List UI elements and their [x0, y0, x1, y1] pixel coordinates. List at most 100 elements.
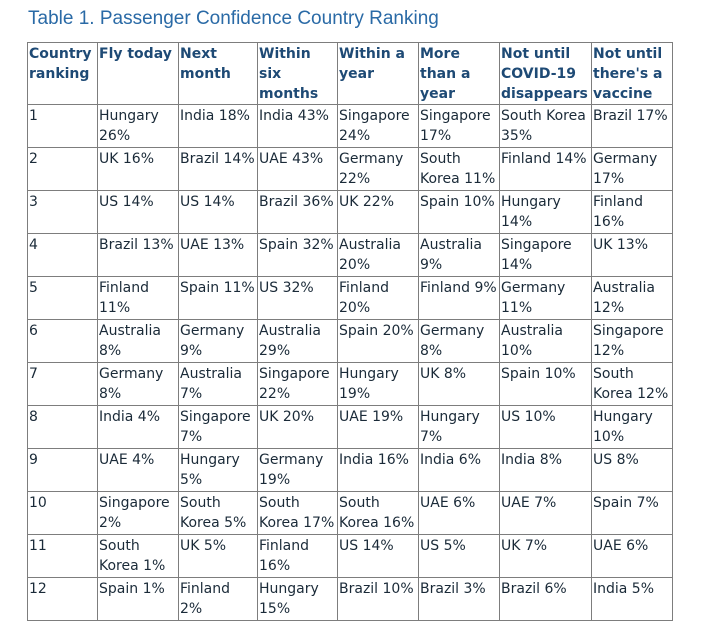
table-cell: India 43% [257, 104, 338, 148]
table-cell: US 8% [591, 448, 673, 492]
table-cell: US 14% [337, 534, 419, 578]
table-cell: US 5% [418, 534, 500, 578]
rank-cell: 5 [27, 276, 98, 320]
header-next-month: Next month [178, 42, 258, 105]
header-row: Country ranking Fly today Next month Wit… [27, 42, 673, 105]
table-cell: India 18% [178, 104, 258, 148]
table-cell: UK 13% [591, 233, 673, 277]
table-cell: Singapore 14% [499, 233, 592, 277]
table-cell: Brazil 6% [499, 577, 592, 621]
rank-cell: 8 [27, 405, 98, 449]
table-cell: Brazil 13% [97, 233, 179, 277]
table-cell: UAE 19% [337, 405, 419, 449]
table-cell: Australia 7% [178, 362, 258, 406]
table-cell: UK 5% [178, 534, 258, 578]
table-cell: Singapore 7% [178, 405, 258, 449]
header-within-six-months: Within six months [257, 42, 338, 105]
table-cell: Finland 14% [499, 147, 592, 191]
table-cell: India 5% [591, 577, 673, 621]
table-cell: Hungary 10% [591, 405, 673, 449]
table-cell: Singapore 22% [257, 362, 338, 406]
header-more-than-a-year: More than a year [418, 42, 500, 105]
table-cell: Hungary 26% [97, 104, 179, 148]
table-row: 9 UAE 4% Hungary 5% Germany 19% India 16% Ind… [27, 448, 673, 492]
table-cell: Australia 8% [97, 319, 179, 363]
table-row: 8 India 4% Singapore 7% UK 20% UAE 19% Hungar… [27, 405, 673, 449]
table-cell: Finland 16% [591, 190, 673, 234]
rank-cell: 3 [27, 190, 98, 234]
rank-cell: 1 [27, 104, 98, 148]
table-cell: Singapore 12% [591, 319, 673, 363]
table-cell: Brazil 17% [591, 104, 673, 148]
table-cell: Finland 16% [257, 534, 338, 578]
table-cell: South Korea 17% [257, 491, 338, 535]
table-cell: Finland 20% [337, 276, 419, 320]
table-cell: Australia 20% [337, 233, 419, 277]
table-cell: UAE 6% [418, 491, 500, 535]
table-cell: India 6% [418, 448, 500, 492]
table-cell: US 14% [178, 190, 258, 234]
table-cell: Hungary 7% [418, 405, 500, 449]
table-cell: Germany 9% [178, 319, 258, 363]
rank-cell: 11 [27, 534, 98, 578]
table-body: 1 Hungary 26% India 18% India 43% Singapore … [27, 104, 673, 621]
table-cell: Germany 22% [337, 147, 419, 191]
table-cell: Australia 9% [418, 233, 500, 277]
table-cell: Germany 17% [591, 147, 673, 191]
table-row: 1 Hungary 26% India 18% India 43% Singapore … [27, 104, 673, 148]
rank-cell: 12 [27, 577, 98, 621]
table-row: 3 US 14% US 14% Brazil 36% UK 22% Spain 10% Hu… [27, 190, 673, 234]
table-cell: UAE 7% [499, 491, 592, 535]
rank-cell: 9 [27, 448, 98, 492]
table-cell: US 10% [499, 405, 592, 449]
table-cell: India 16% [337, 448, 419, 492]
table-row: 7 Germany 8% Australia 7% Singapore 22% Hung… [27, 362, 673, 406]
table-cell: UK 7% [499, 534, 592, 578]
table-cell: UK 20% [257, 405, 338, 449]
header-within-a-year: Within a year [337, 42, 419, 105]
table-cell: Singapore 17% [418, 104, 500, 148]
table-cell: Germany 8% [97, 362, 179, 406]
header-not-until-covid-disappears: Not until COVID-19 disappears [499, 42, 592, 105]
table-cell: US 32% [257, 276, 338, 320]
table-cell: Australia 12% [591, 276, 673, 320]
table-cell: Spain 10% [418, 190, 500, 234]
table-cell: Finland 2% [178, 577, 258, 621]
table-cell: Spain 10% [499, 362, 592, 406]
table-cell: UAE 43% [257, 147, 338, 191]
table-cell: Finland 9% [418, 276, 500, 320]
table-cell: UK 8% [418, 362, 500, 406]
table-cell: Singapore 2% [97, 491, 179, 535]
table-row: 2 UK 16% Brazil 14% UAE 43% Germany 22% South… [27, 147, 673, 191]
table-cell: South Korea 35% [499, 104, 592, 148]
table-cell: Australia 10% [499, 319, 592, 363]
table-cell: South Korea 1% [97, 534, 179, 578]
table-cell: Brazil 10% [337, 577, 419, 621]
table-cell: Hungary 5% [178, 448, 258, 492]
table-row: 12 Spain 1% Finland 2% Hungary 15% Brazil 10… [27, 577, 673, 621]
rank-cell: 4 [27, 233, 98, 277]
table-cell: Brazil 14% [178, 147, 258, 191]
table-cell: Spain 7% [591, 491, 673, 535]
table-cell: Germany 11% [499, 276, 592, 320]
rank-cell: 2 [27, 147, 98, 191]
table-cell: Spain 32% [257, 233, 338, 277]
header-country-ranking: Country ranking [27, 42, 98, 105]
table-row: 4 Brazil 13% UAE 13% Spain 32% Australia 20%… [27, 233, 673, 277]
table-cell: India 4% [97, 405, 179, 449]
table-cell: Australia 29% [257, 319, 338, 363]
table-row: 6 Australia 8% Germany 9% Australia 29% Spai… [27, 319, 673, 363]
table-cell: Brazil 36% [257, 190, 338, 234]
rank-cell: 7 [27, 362, 98, 406]
rank-cell: 10 [27, 491, 98, 535]
table-cell: UK 16% [97, 147, 179, 191]
table-cell: Spain 20% [337, 319, 419, 363]
table-cell: India 8% [499, 448, 592, 492]
table-cell: South Korea 5% [178, 491, 258, 535]
table-caption: Table 1. Passenger Confidence Country Ra… [28, 8, 439, 29]
table-row: 5 Finland 11% Spain 11% US 32% Finland 20% Fi… [27, 276, 673, 320]
table-row: 10 Singapore 2% South Korea 5% South Korea … [27, 491, 673, 535]
table-row: 11 South Korea 1% UK 5% Finland 16% US 14% US… [27, 534, 673, 578]
rank-cell: 6 [27, 319, 98, 363]
ranking-table: Country ranking Fly today Next month Wit… [27, 42, 673, 621]
